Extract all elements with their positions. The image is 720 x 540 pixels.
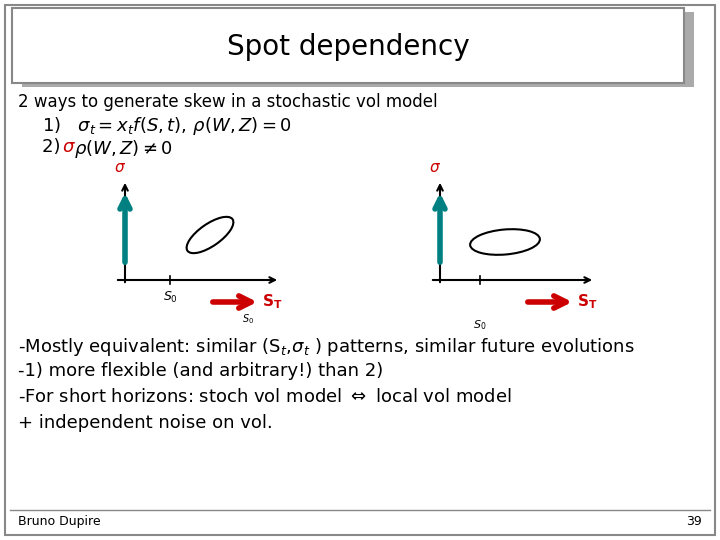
Text: 2): 2) (42, 138, 72, 156)
Text: -Mostly equivalent: similar (S$_t$,$\sigma_t$ ) patterns, similar future evoluti: -Mostly equivalent: similar (S$_t$,$\sig… (18, 336, 635, 358)
Text: $S_0$: $S_0$ (473, 318, 487, 332)
Text: $S_0$: $S_0$ (163, 290, 177, 305)
Text: $\sigma$: $\sigma$ (114, 160, 126, 175)
Text: $\sigma$: $\sigma$ (429, 160, 441, 175)
Text: Spot dependency: Spot dependency (227, 33, 469, 61)
Text: + independent noise on vol.: + independent noise on vol. (18, 414, 273, 432)
Text: Bruno Dupire: Bruno Dupire (18, 515, 101, 528)
Text: 39: 39 (686, 515, 702, 528)
Text: 1)   $\sigma_t = x_t f(S,t),\, \rho(W,Z)=0$: 1) $\sigma_t = x_t f(S,t),\, \rho(W,Z)=0… (42, 115, 292, 137)
Text: -For short horizons: stoch vol model $\Leftrightarrow$ local vol model: -For short horizons: stoch vol model $\L… (18, 388, 512, 406)
Text: -1) more flexible (and arbitrary!) than 2): -1) more flexible (and arbitrary!) than … (18, 362, 383, 380)
Bar (12, 8, 684, 83)
Text: $\rho(W,Z)\neq 0$: $\rho(W,Z)\neq 0$ (74, 138, 173, 160)
Text: $\mathbf{S_T}$: $\mathbf{S_T}$ (262, 293, 282, 312)
Text: $\sigma$: $\sigma$ (62, 138, 76, 156)
Text: 2 ways to generate skew in a stochastic vol model: 2 ways to generate skew in a stochastic … (18, 93, 438, 111)
Text: $S_0$: $S_0$ (242, 312, 254, 326)
Bar (22, 12, 694, 87)
Text: $\mathbf{S_T}$: $\mathbf{S_T}$ (577, 293, 598, 312)
